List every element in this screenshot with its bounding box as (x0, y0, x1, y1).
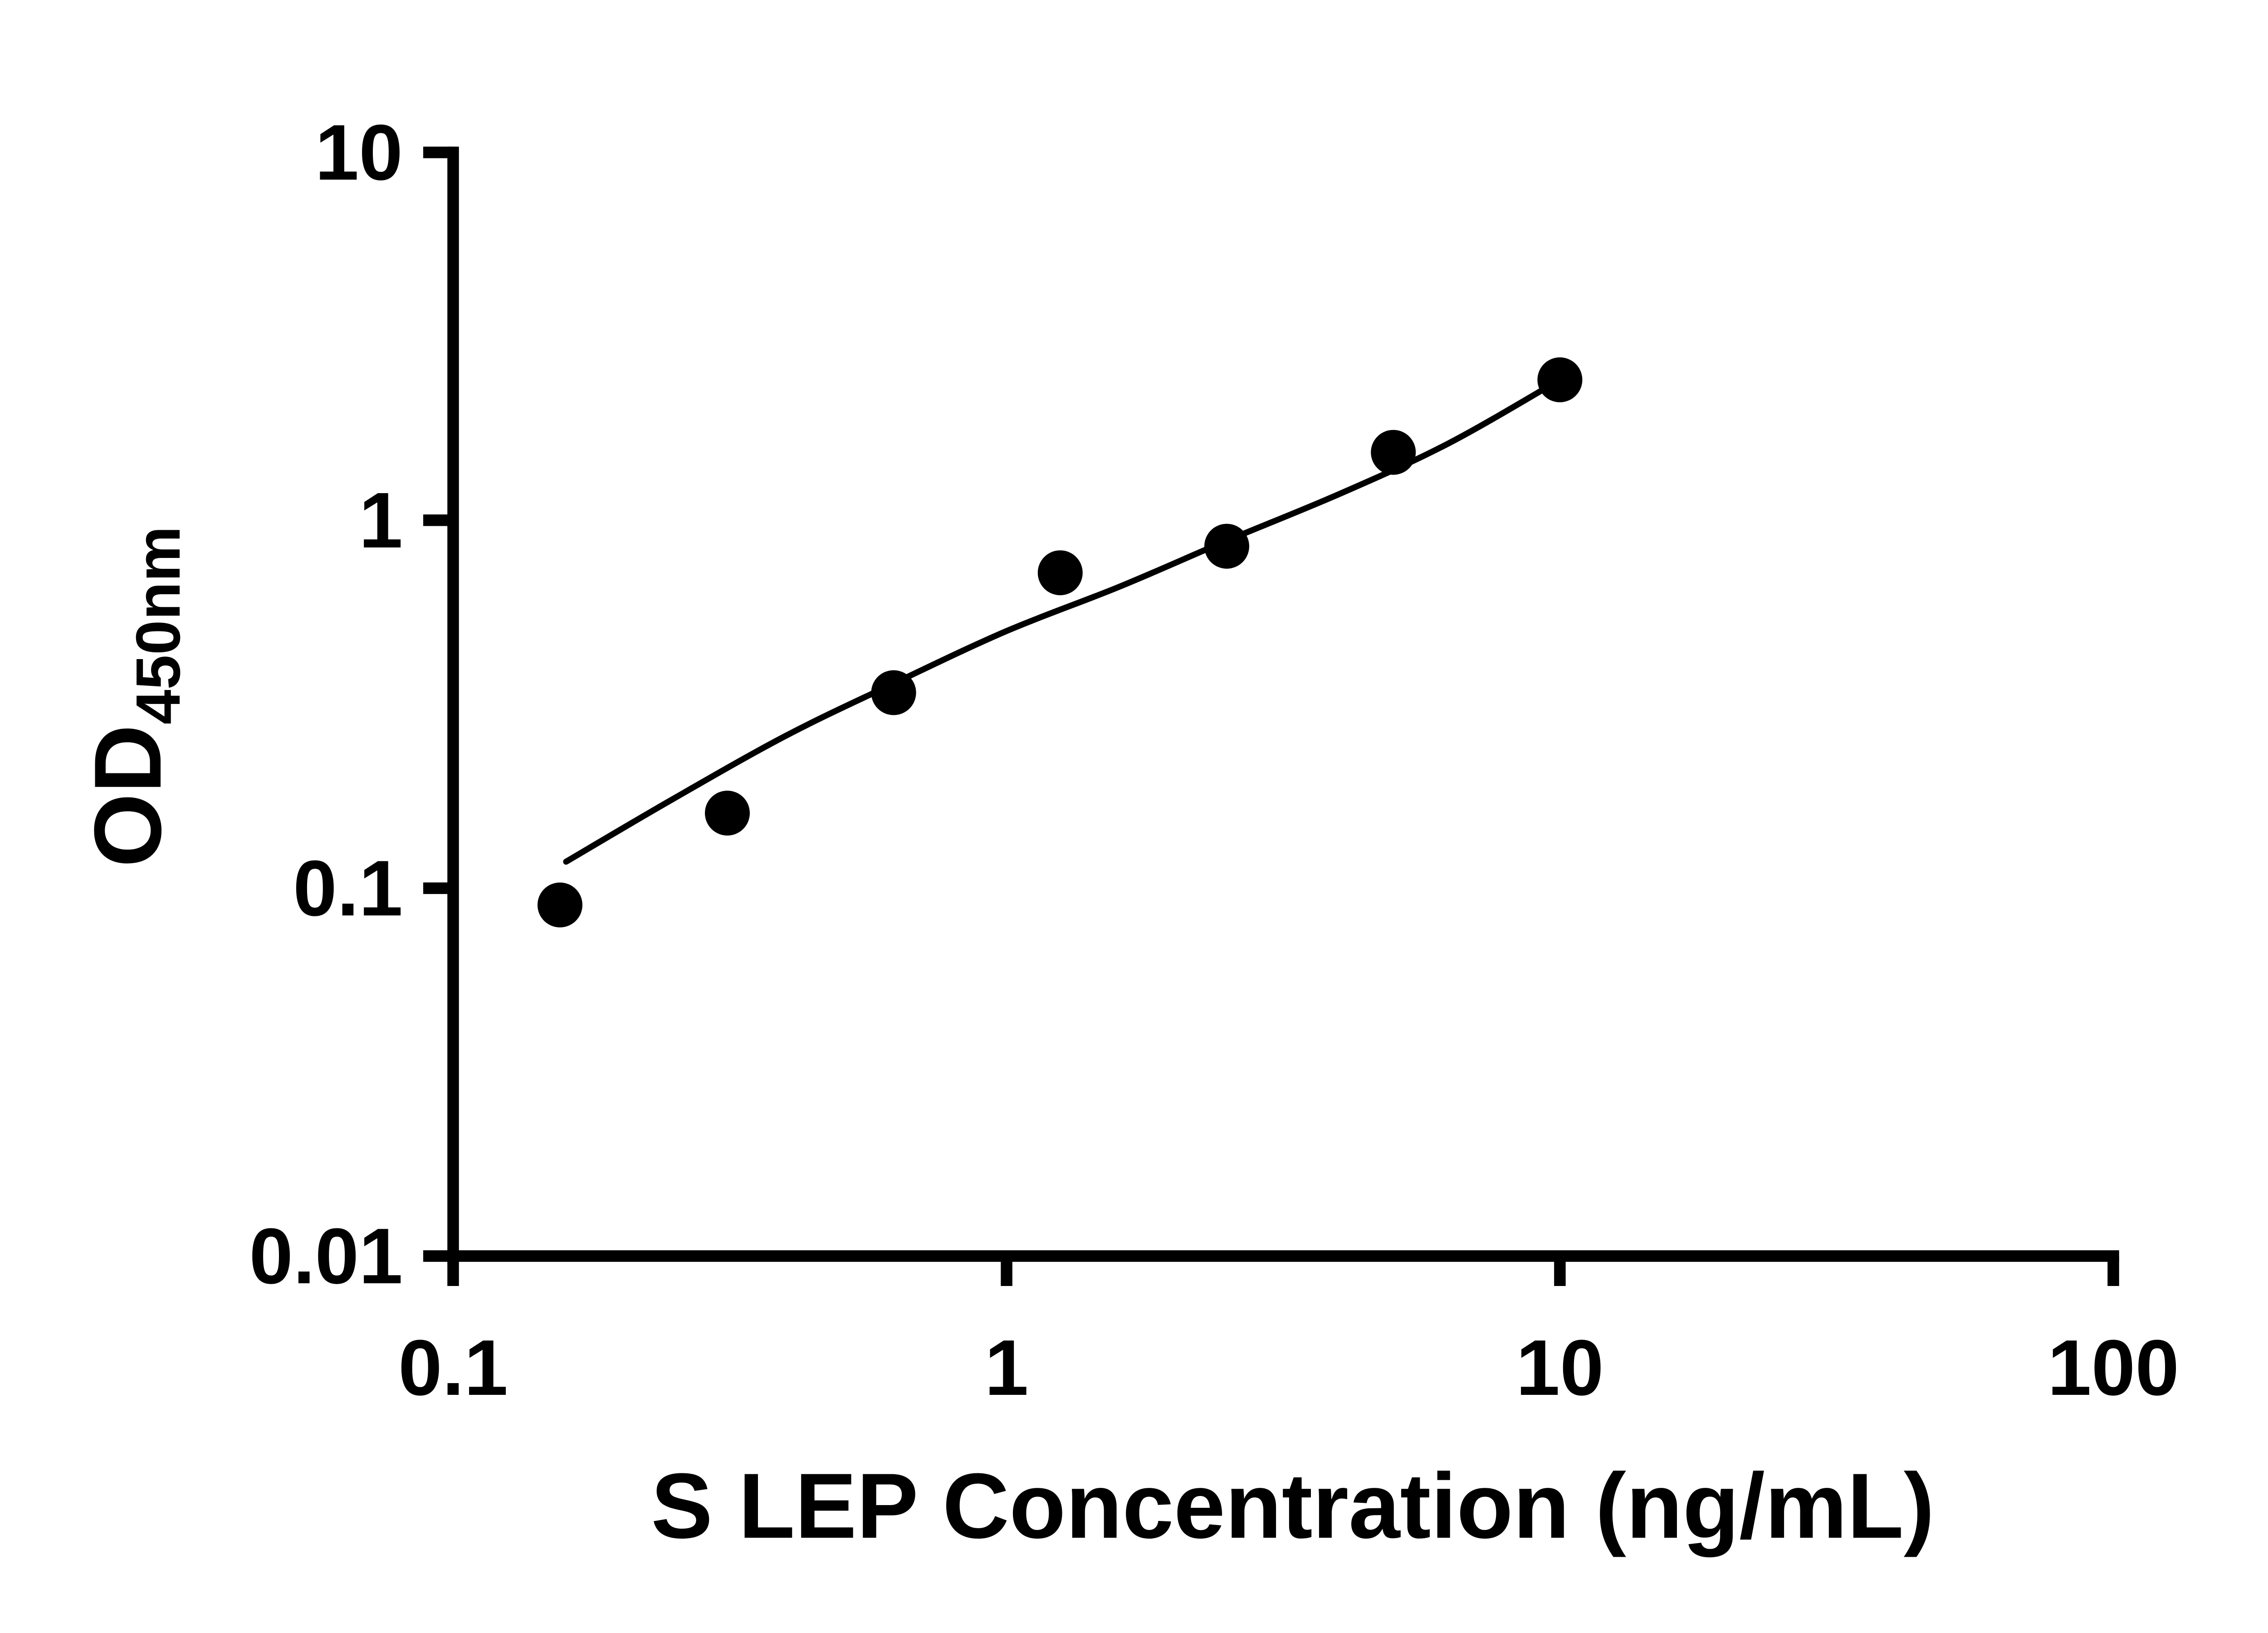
axis-lines (447, 147, 2119, 1262)
plot-area: 0.1 1 10 100 0.01 0.1 1 10 (249, 108, 2179, 1412)
data-point (1537, 357, 1583, 402)
y-axis-tick-label: 10 (315, 108, 403, 196)
x-axis-title: S LEP Concentration (ng/mL) (651, 1454, 1935, 1558)
y-axis-title: OD450nm (74, 526, 193, 867)
x-axis-tick-label: 1 (985, 1323, 1029, 1412)
y-axis-title-subscript: 450nm (123, 526, 193, 724)
x-axis-tick-label: 0.1 (398, 1323, 508, 1412)
data-point (1204, 523, 1249, 569)
data-point (871, 670, 916, 715)
x-axis-tick-label: 10 (1516, 1323, 1604, 1412)
x-axis-tick-label: 100 (2048, 1323, 2179, 1412)
data-point (705, 791, 750, 836)
data-point (1371, 430, 1416, 475)
data-point (538, 882, 582, 928)
y-axis-title-main: OD (74, 724, 181, 867)
y-axis-tick-label: 0.1 (293, 844, 403, 932)
y-axis-tick-label: 1 (359, 476, 403, 564)
data-point (1037, 550, 1083, 596)
y-axis-tick-label: 0.01 (249, 1212, 403, 1300)
